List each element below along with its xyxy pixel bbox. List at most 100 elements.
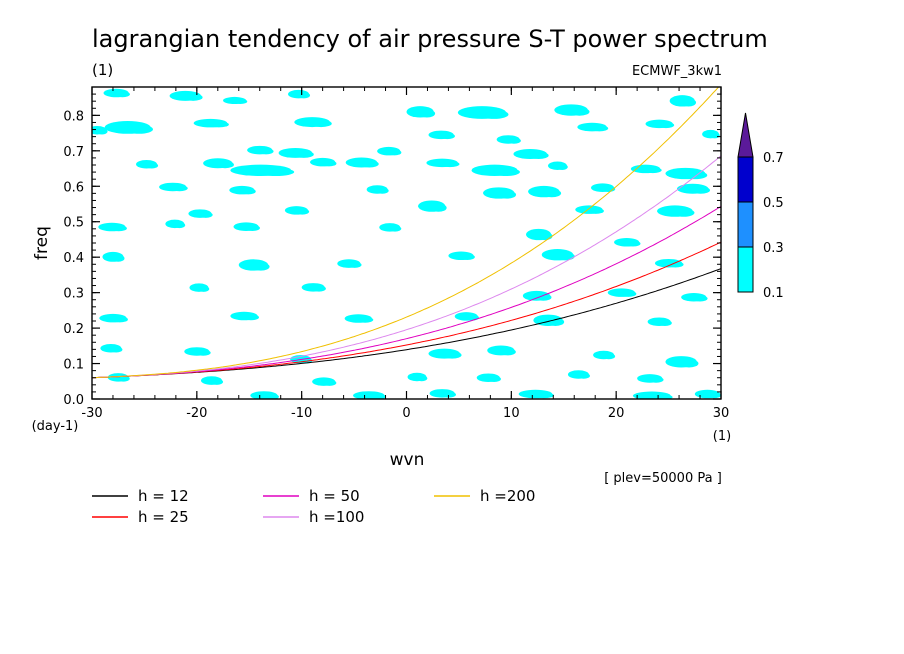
pressure-level-note: [ plev=50000 Pa ] [604,471,722,486]
chart-units: (1) [92,61,113,79]
contour-patch [459,254,475,261]
contour-patch [293,150,314,158]
x-tick-label: -10 [291,406,312,421]
y-tick-label: 0.8 [63,109,84,124]
colorbar-segment [737,201,754,248]
contour-patch [416,375,428,382]
contour-patch [440,391,456,398]
contour-patch [528,152,549,159]
contour-patch [497,190,517,199]
x-tick-label: -30 [81,406,102,421]
contour-patch [692,295,708,302]
contour-patch [216,161,234,169]
y-tick-label: 0.2 [63,322,84,337]
contour-patch [465,314,479,321]
contour-patch [546,318,565,326]
contour-patch [109,346,123,353]
contour-patch [257,168,295,176]
contour-patch [537,232,553,241]
x-axis: -30 -20 -10 0 10 20 30 [81,87,729,421]
legend-label: h = 25 [138,508,189,526]
contour-patch [367,393,387,399]
contour-patch [240,188,256,195]
contour-patch [706,392,721,399]
x-axis-label: wvn [390,450,425,470]
contour-patch [533,392,554,399]
contour-patch [683,171,708,180]
contour-patch [312,285,326,292]
contour-patch [577,372,590,379]
contour-patch [439,133,455,140]
contour-patch [542,189,562,198]
contour-patch [110,225,127,232]
dispersion-curves [92,87,721,379]
contour-patch [96,128,108,135]
contour-patch [347,261,362,268]
contour-patch [208,121,229,128]
colorbar-label: 0.3 [763,241,784,256]
legend-label: h =200 [480,487,535,505]
contour-patch [197,285,210,292]
contour-patch [492,168,520,176]
contour-patch [356,316,374,323]
contour-patch [587,207,604,214]
contour-patch [507,137,521,144]
colorbar-segment [737,246,754,293]
model-name: ECMWF_3kw1 [632,64,722,79]
contour-patch [322,379,337,386]
x-tick-label: 30 [713,406,730,421]
contour-patch [602,353,616,360]
contour-patch [242,314,259,321]
contour-patch [183,93,203,101]
legend-label: h =100 [309,508,364,526]
contour-patch [145,162,159,169]
contour-patch [198,211,213,218]
x-units-label: (1) [713,429,731,444]
contour-patch [310,120,332,128]
x-tick-label: -20 [186,406,207,421]
colorbar-segment [737,156,754,203]
contour-patch [691,186,710,194]
contour-patch [387,149,402,156]
contour-patch [244,224,260,231]
contour-patch [657,320,672,326]
y-tick-label: 0.3 [63,287,84,302]
colorbar-label: 0.5 [763,196,784,211]
contour-patch [442,351,462,359]
contour-patch [680,98,697,107]
contour-patch [487,376,501,382]
contour-patch [321,160,337,167]
y-tick-label: 0.5 [63,216,84,231]
contour-patch [709,132,720,139]
y-units-label: (day-1) [32,419,79,434]
contour-patch [430,203,447,212]
contour-patch [210,378,224,385]
contour-patch [262,393,279,399]
contour-patch [111,316,128,323]
dispersion-curve [92,155,721,379]
contour-patch [388,225,402,232]
contour-patch [649,394,673,399]
contour-patch [644,167,662,174]
contour-patch [114,91,130,98]
contour-patch [440,161,460,168]
contour-patch [418,109,436,118]
colorbar-arrow [737,112,754,158]
contour-patch [590,125,609,132]
y-tick-label: 0.7 [63,145,84,160]
contour-patch [648,376,664,383]
colorbar-label: 0.1 [763,286,784,301]
x-tick-label: 20 [608,406,625,421]
contour-patch [657,122,675,129]
contour-patch [555,252,575,261]
contour-patch [297,92,311,99]
contour-patch [625,240,641,247]
y-tick-label: 0.6 [63,180,84,195]
contour-patch [569,107,590,116]
contour-patch [117,375,130,382]
contour-patch [125,124,154,134]
contour-patch [295,208,310,215]
dispersion-curve [92,87,720,379]
